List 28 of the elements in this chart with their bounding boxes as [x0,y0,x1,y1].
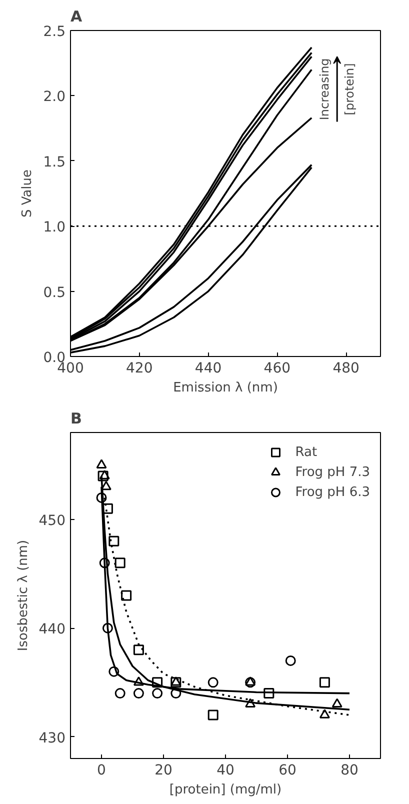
legend-label: Frog pH 6.3 [295,484,370,500]
x-tick-label: 80 [340,762,358,778]
x-axis-title: Emission λ (nm) [173,380,278,396]
y-tick-label: 2.5 [43,24,66,40]
y-axis-title: Isosbestic λ (nm) [16,540,31,652]
y-tick-label: 450 [38,512,66,529]
chart-title: A [70,8,82,26]
x-tick-label: 60 [278,762,296,778]
y-tick-label: 0.5 [43,284,66,301]
legend-label: Frog pH 7.3 [295,464,370,480]
y-axis-title: S Value [20,169,36,218]
x-tick-label: 0 [97,762,106,778]
y-tick-label: 1.0 [43,220,66,236]
x-tick-label: 460 [264,360,291,376]
y-tick-label: 430 [38,730,66,746]
y-tick-label: 1.5 [43,154,66,170]
x-axis-title: [protein] (mg/ml) [169,782,282,798]
y-tick-label: 2.0 [43,89,66,106]
legend-label: Rat [295,444,318,460]
annotation: [protein] [342,63,356,116]
x-tick-label: 420 [126,360,153,376]
x-tick-label: 40 [216,762,234,778]
x-tick-label: 440 [194,360,222,376]
chart-title: B [70,410,82,428]
y-tick-label: 440 [38,622,66,638]
annotation: Increasing [318,58,332,120]
x-tick-label: 480 [332,360,360,376]
x-tick-label: 20 [154,762,172,778]
